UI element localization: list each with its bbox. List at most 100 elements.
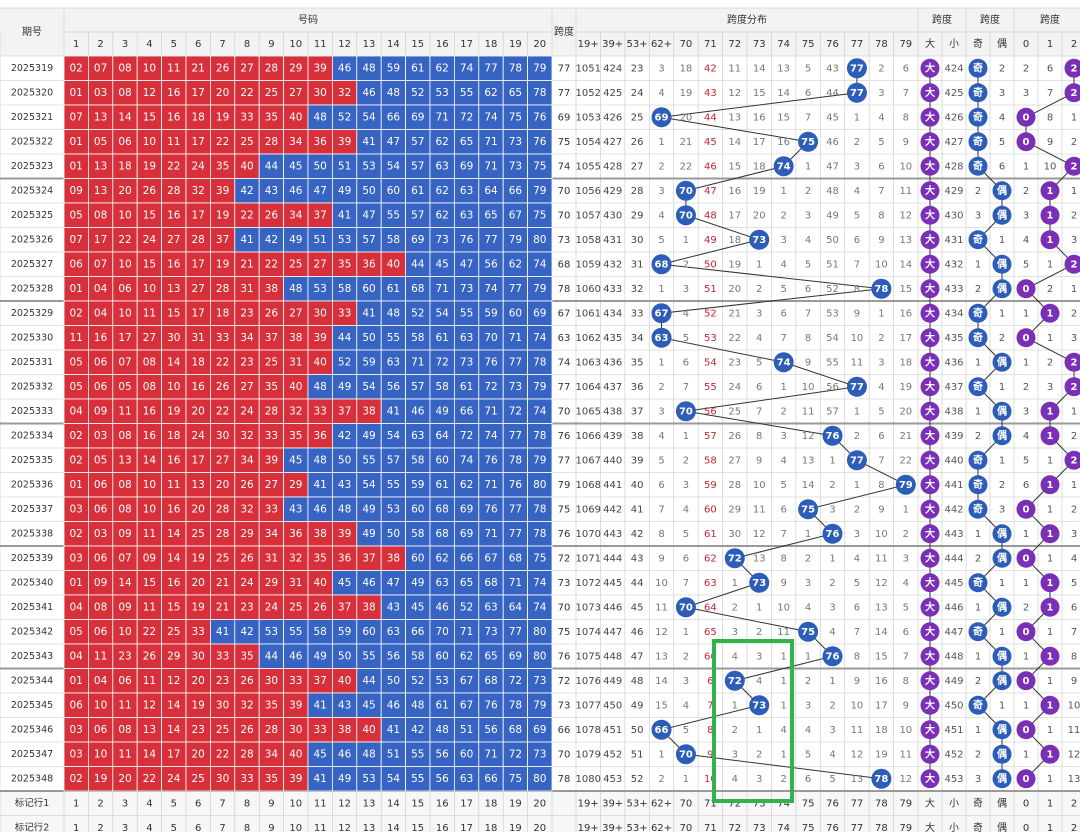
number: 35: [265, 773, 278, 785]
number: 22: [216, 356, 229, 368]
number-cell: [234, 594, 260, 620]
dist-miss: 2: [756, 284, 762, 295]
dist-miss: 1: [805, 651, 811, 662]
m3-hit-value: 1: [1047, 235, 1054, 246]
number: 21: [216, 601, 229, 613]
oe-hit-value: 偶: [996, 747, 1007, 760]
number: 44: [265, 650, 279, 662]
dist-miss: 424: [603, 63, 622, 74]
dist-miss: 4: [683, 504, 689, 515]
number-cell: [331, 447, 358, 473]
number: 39: [338, 136, 351, 148]
period: 2025325: [11, 210, 53, 221]
dist-hit: [651, 107, 672, 128]
footer-number: 7: [219, 823, 225, 832]
number: 41: [362, 136, 375, 148]
number: 39: [289, 699, 302, 711]
number: 15: [167, 601, 180, 613]
dist-miss: 5: [805, 749, 811, 760]
number: 11: [167, 62, 180, 74]
number-cell: [283, 521, 309, 547]
dist-hit: [798, 621, 819, 642]
m3-hit: [1064, 83, 1080, 103]
number-cell: [478, 349, 504, 375]
dist-miss: 7: [878, 455, 884, 466]
footer-number: 15: [411, 823, 424, 832]
dist-miss: 40: [631, 480, 644, 491]
number: 45: [289, 160, 302, 172]
number: 16: [167, 258, 181, 270]
dist-miss: 6: [780, 504, 786, 515]
span: 75: [558, 137, 571, 148]
m3-miss: 1: [1047, 627, 1053, 638]
number-col-label: 20: [533, 39, 546, 50]
number: 11: [143, 528, 156, 540]
number: 26: [216, 62, 230, 74]
number: 61: [411, 62, 424, 74]
footer-dist: 73: [753, 798, 766, 809]
dist-hit: [871, 278, 892, 299]
number: 41: [216, 626, 229, 638]
number: 08: [143, 356, 156, 368]
dist-miss: 3: [732, 627, 738, 638]
number: 42: [338, 430, 351, 442]
footer-number: 19: [509, 823, 522, 832]
number: 73: [436, 234, 449, 246]
period: 2025331: [11, 357, 53, 368]
number: 22: [167, 160, 180, 172]
number: 62: [436, 62, 449, 74]
number-cell: [527, 202, 553, 228]
number-cell: [356, 766, 382, 792]
dist-miss: 2: [756, 749, 762, 760]
header-oe: 跨度: [980, 13, 1000, 26]
number: 42: [265, 234, 278, 246]
number-cell: [63, 104, 89, 130]
number: 26: [216, 381, 230, 393]
number: 05: [70, 381, 83, 393]
number: 09: [70, 185, 83, 197]
dist-miss: 44: [631, 578, 644, 589]
number-cell: [405, 55, 431, 81]
number: 60: [411, 552, 424, 564]
number: 37: [338, 601, 351, 613]
number-cell: [478, 447, 504, 473]
oe-miss: 2: [999, 63, 1005, 74]
number: 19: [192, 601, 205, 613]
m3-hit-value: 2: [1071, 455, 1078, 466]
number: 60: [362, 626, 375, 638]
dist-miss: 437: [603, 382, 622, 393]
number: 71: [484, 528, 497, 540]
bs-miss: 433: [944, 284, 963, 295]
dist-miss: 10: [851, 333, 864, 344]
bs-hit-value: 大: [925, 184, 935, 197]
number: 05: [94, 454, 107, 466]
number: 74: [460, 454, 474, 466]
dist-miss: 17: [728, 210, 741, 221]
dist-miss: 3: [756, 651, 762, 662]
oe-hit-value: 奇: [973, 135, 983, 148]
number: 24: [143, 234, 157, 246]
dist-miss: 9: [707, 749, 713, 760]
number: 04: [94, 283, 108, 295]
dist-miss: 6: [683, 553, 689, 564]
bs-miss: 448: [944, 651, 963, 662]
oe-miss: 1: [975, 529, 981, 540]
dist-miss: 30: [728, 529, 741, 540]
number: 52: [411, 675, 424, 687]
bs-miss: 452: [944, 749, 963, 760]
dist-miss: 16: [777, 137, 790, 148]
number: 10: [167, 381, 180, 393]
number-cell: [136, 668, 162, 694]
period: 2025348: [11, 773, 53, 784]
number: 32: [240, 699, 253, 711]
m3-hit: [1040, 695, 1060, 715]
number: 74: [533, 577, 547, 589]
number: 55: [411, 773, 424, 785]
number: 77: [484, 234, 497, 246]
number: 03: [70, 748, 83, 760]
dist-miss: 1077: [575, 700, 600, 711]
number-cell: [502, 766, 529, 792]
bs-hit: [920, 769, 940, 789]
number-cell: [527, 766, 553, 792]
oe-hit: [992, 597, 1012, 617]
